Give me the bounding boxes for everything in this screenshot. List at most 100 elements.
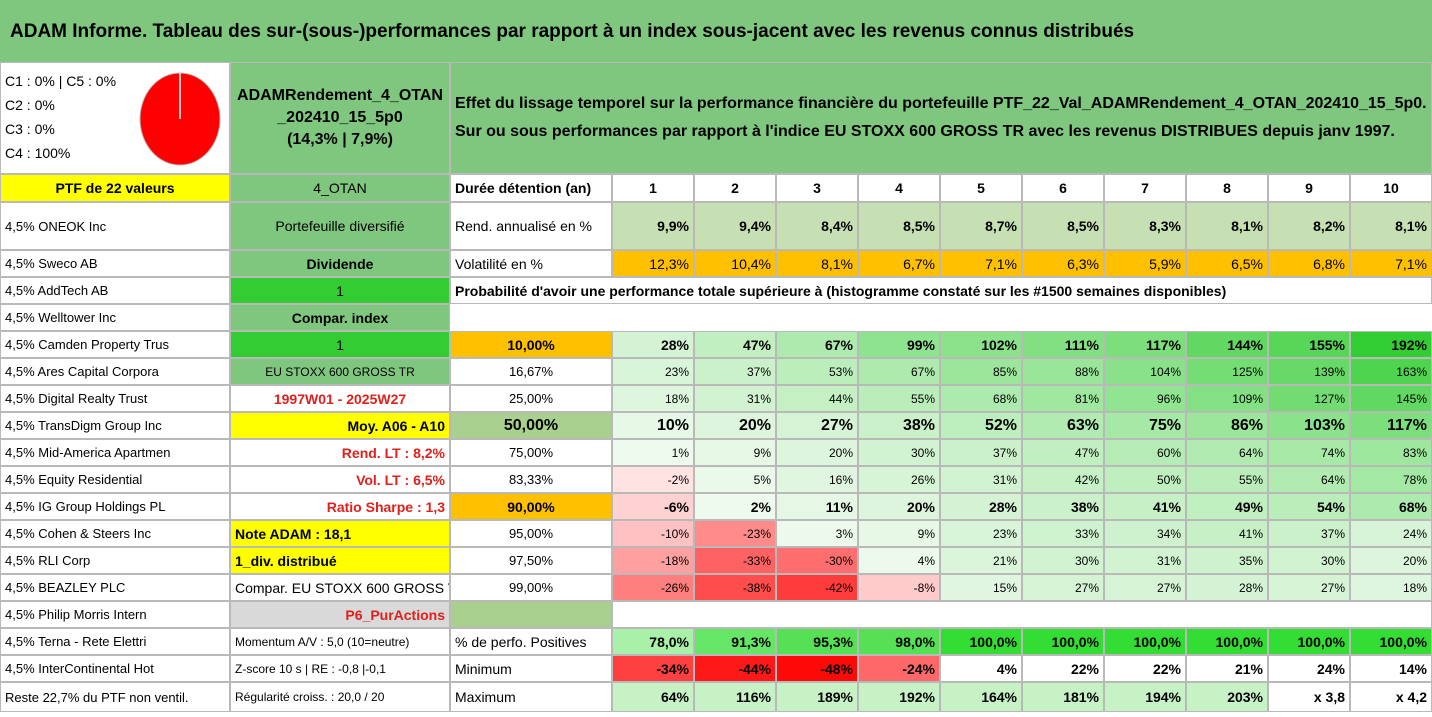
positives-value: 98,0% xyxy=(858,628,940,655)
info-cell: P6_PurActions xyxy=(230,601,450,628)
probability-value: 99% xyxy=(858,331,940,358)
probability-value: 53% xyxy=(776,358,858,385)
probability-value: 50% xyxy=(1104,466,1186,493)
probability-value: 55% xyxy=(1186,466,1268,493)
probability-level: 90,00% xyxy=(450,493,612,520)
positives-value: 100,0% xyxy=(1104,628,1186,655)
minimum-label: Minimum xyxy=(450,655,612,682)
positives-value: 100,0% xyxy=(940,628,1022,655)
probability-value: 127% xyxy=(1268,385,1350,412)
probability-value: 28% xyxy=(1186,574,1268,601)
probability-value: 192% xyxy=(1350,331,1432,358)
probability-value: 37% xyxy=(1268,520,1350,547)
year-header: 9 xyxy=(1268,174,1350,202)
duration-label: Durée détention (an) xyxy=(450,174,612,202)
maximum-value: x 4,2 xyxy=(1350,682,1432,712)
probability-value: 9% xyxy=(694,439,776,466)
info-cell: Rend. LT : 8,2% xyxy=(230,439,450,466)
probability-value: 117% xyxy=(1104,331,1186,358)
probability-value: 74% xyxy=(1268,439,1350,466)
probability-value: -26% xyxy=(612,574,694,601)
probability-value: -33% xyxy=(694,547,776,574)
vol-value: 12,3% xyxy=(612,250,694,277)
probability-value: 27% xyxy=(1104,574,1186,601)
probability-value: 16% xyxy=(776,466,858,493)
info-cell: Note ADAM : 18,1 xyxy=(230,520,450,547)
positives-value: 91,3% xyxy=(694,628,776,655)
maximum-value: x 3,8 xyxy=(1268,682,1350,712)
year-header: 5 xyxy=(940,174,1022,202)
probability-value: 30% xyxy=(1268,547,1350,574)
minimum-value: -48% xyxy=(776,655,858,682)
probability-value: 38% xyxy=(858,412,940,439)
probability-level: 95,00% xyxy=(450,520,612,547)
info-cell: EU STOXX 600 GROSS TR xyxy=(230,358,450,385)
minimum-value: -34% xyxy=(612,655,694,682)
probability-value: 103% xyxy=(1268,412,1350,439)
probability-value: 88% xyxy=(1022,358,1104,385)
holding-row: 4,5% Mid-America Apartmen xyxy=(0,439,230,466)
probability-level: 99,00% xyxy=(450,574,612,601)
probability-value: 54% xyxy=(1268,493,1350,520)
probability-value: 28% xyxy=(940,493,1022,520)
blank-row xyxy=(612,601,1432,628)
holding-row: 4,5% Ares Capital Corpora xyxy=(0,358,230,385)
probability-level: 97,50% xyxy=(450,547,612,574)
probability-value: 47% xyxy=(1022,439,1104,466)
probability-value: 67% xyxy=(776,331,858,358)
probability-value: 60% xyxy=(1104,439,1186,466)
probability-value: 145% xyxy=(1350,385,1432,412)
probability-value: 109% xyxy=(1186,385,1268,412)
probability-level: 16,67% xyxy=(450,358,612,385)
year-header: 4 xyxy=(858,174,940,202)
positives-value: 100,0% xyxy=(1022,628,1104,655)
probability-value: 81% xyxy=(1022,385,1104,412)
report-title: ADAM Informe. Tableau des sur-(sous-)per… xyxy=(0,0,1432,62)
holding-row: 4,5% Sweco AB xyxy=(0,250,230,277)
probability-value: -30% xyxy=(776,547,858,574)
probability-value: 30% xyxy=(1022,547,1104,574)
rend-value: 8,5% xyxy=(858,202,940,250)
maximum-value: 192% xyxy=(858,682,940,712)
probability-value: 117% xyxy=(1350,412,1432,439)
vol-value: 8,1% xyxy=(776,250,858,277)
year-header: 8 xyxy=(1186,174,1268,202)
maximum-value: 64% xyxy=(612,682,694,712)
holding-row: 4,5% IG Group Holdings PL xyxy=(0,493,230,520)
ptf-header: PTF de 22 valeurs xyxy=(0,174,230,202)
maximum-value: 194% xyxy=(1104,682,1186,712)
probability-level: 83,33% xyxy=(450,466,612,493)
probability-value: 55% xyxy=(858,385,940,412)
vol-value: 6,5% xyxy=(1186,250,1268,277)
probability-value: 44% xyxy=(776,385,858,412)
info-cell: Moy. A06 - A10 xyxy=(230,412,450,439)
holding-row: 4,5% Terna - Rete Elettri xyxy=(0,628,230,655)
minimum-value: -44% xyxy=(694,655,776,682)
rend-value: 9,9% xyxy=(612,202,694,250)
info-cell: Z-score 10 s | RE : -0,8 |-0,1 xyxy=(230,655,450,682)
probability-value: 125% xyxy=(1186,358,1268,385)
probability-value: 15% xyxy=(940,574,1022,601)
probability-level: 10,00% xyxy=(450,331,612,358)
probability-value: 5% xyxy=(694,466,776,493)
probability-value: 20% xyxy=(858,493,940,520)
portfolio-name-line2: _202410_15_5p0 xyxy=(277,109,403,126)
maximum-value: 164% xyxy=(940,682,1022,712)
probability-value: 155% xyxy=(1268,331,1350,358)
probability-value: 85% xyxy=(940,358,1022,385)
blank-green-cell xyxy=(450,601,612,628)
probability-value: 2% xyxy=(694,493,776,520)
year-header: 10 xyxy=(1350,174,1432,202)
probability-value: 33% xyxy=(1022,520,1104,547)
effect-description: Effet du lissage temporel sur la perform… xyxy=(450,62,1432,174)
probability-value: 27% xyxy=(1022,574,1104,601)
probability-value: 64% xyxy=(1186,439,1268,466)
maximum-value: 189% xyxy=(776,682,858,712)
holding-row: 4,5% Cohen & Steers Inc xyxy=(0,520,230,547)
year-header: 2 xyxy=(694,174,776,202)
probability-value: 23% xyxy=(940,520,1022,547)
pie-chart xyxy=(139,72,221,166)
probability-value: 18% xyxy=(1350,574,1432,601)
probability-value: -8% xyxy=(858,574,940,601)
info-cell: Compar. EU STOXX 600 GROSS TR xyxy=(230,574,450,601)
